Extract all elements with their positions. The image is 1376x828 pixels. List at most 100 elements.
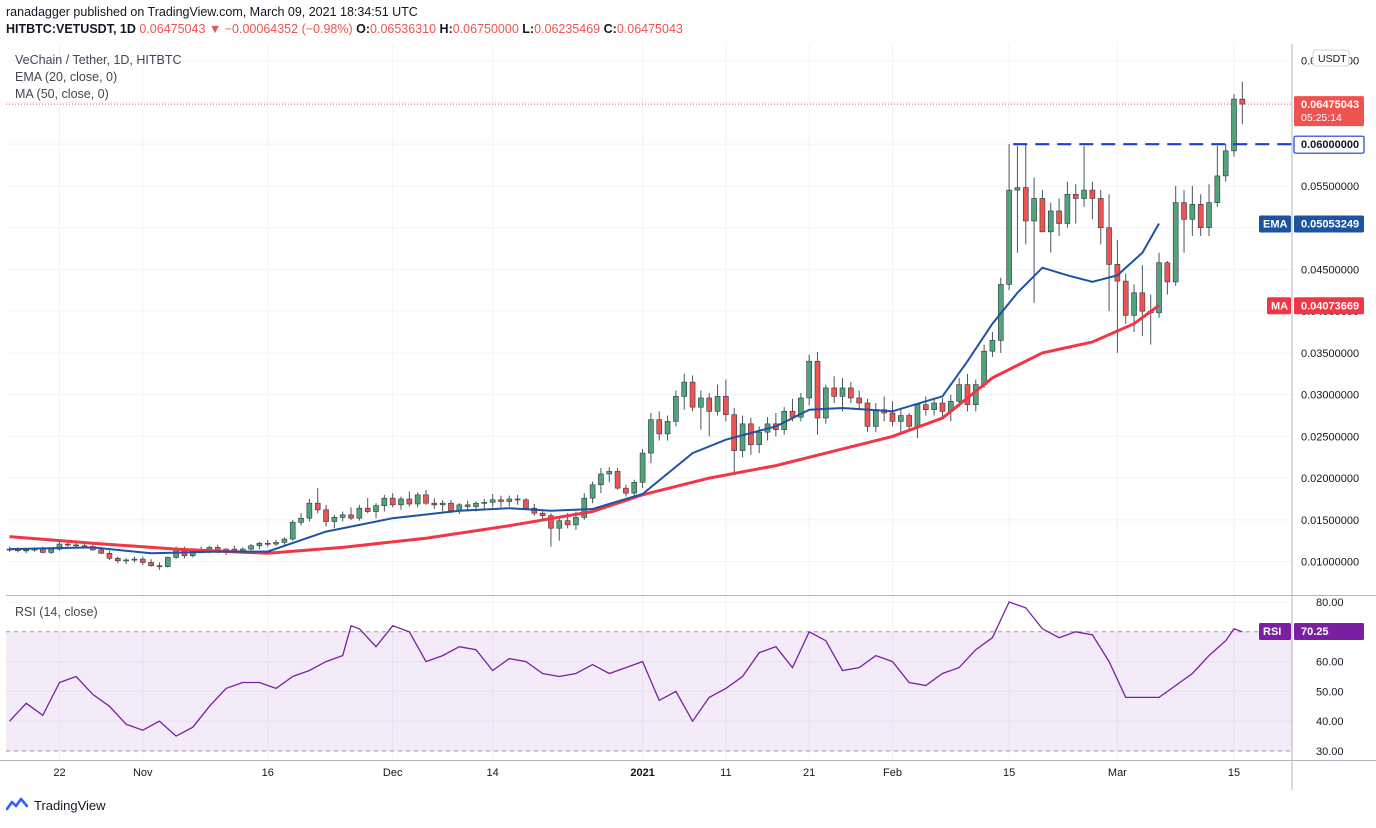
candle-body [1047, 210, 1054, 233]
candle-body [1239, 98, 1246, 105]
candle-body [1222, 150, 1229, 177]
tradingview-logo[interactable]: TradingView [6, 796, 106, 814]
time-tick-label: Dec [383, 767, 403, 779]
candle-body [1181, 202, 1187, 220]
candle-body [581, 497, 588, 518]
candle-body [273, 542, 279, 545]
price-tick-label: 0.01000000 [1301, 557, 1359, 569]
ema-tag-value: 0.05053249 [1301, 218, 1359, 230]
candle-body [506, 498, 513, 502]
candle-body [48, 548, 54, 553]
close-value: 0.06475043 [616, 22, 683, 36]
candle-body [464, 504, 471, 507]
last-price-tag-value: 0.06475043 [1301, 99, 1359, 111]
rsi-tick-label: 60.00 [1316, 657, 1344, 669]
low-label: L: [522, 22, 535, 36]
rsi-tag-name: RSI [1263, 626, 1281, 638]
candle-body [681, 381, 688, 397]
last-value: 0.06475043 [139, 22, 206, 36]
rsi-tick-label: 40.00 [1316, 716, 1344, 728]
candle-body [514, 498, 521, 501]
rsi-guides [6, 631, 1292, 752]
candle-body [1139, 292, 1146, 312]
candle-body [1131, 292, 1137, 316]
publisher-text: ranadagger published on TradingView.com,… [6, 5, 418, 19]
resistance-tag-value: 0.06000000 [1301, 139, 1359, 151]
price-tick-label: 0.03500000 [1301, 348, 1359, 360]
ma-tag-name: MA [1271, 300, 1288, 312]
legend-title[interactable]: VeChain / Tether, 1D, HITBTC [15, 53, 182, 67]
currency-label: USDT [1318, 53, 1347, 65]
candle-body [873, 409, 879, 427]
candle-body [706, 397, 713, 412]
time-tick-label: Feb [883, 767, 902, 779]
candle-body [856, 397, 862, 404]
candle-body [423, 494, 429, 504]
candle-body [323, 509, 329, 522]
high-value: 0.06750000 [452, 22, 519, 36]
candle-body [673, 396, 679, 422]
candle-body [648, 419, 654, 454]
candle-body [389, 497, 396, 506]
ema-tag-name: EMA [1263, 218, 1288, 230]
price-tick-label: 0.02500000 [1301, 431, 1359, 443]
candle-body [40, 548, 46, 553]
candle-body [1231, 98, 1237, 152]
candle-body [848, 387, 854, 399]
candle-body [889, 412, 896, 422]
candle-body [289, 522, 296, 540]
rsi-tick-label: 50.00 [1316, 686, 1344, 698]
candle-body [398, 498, 404, 506]
candle-body [556, 520, 563, 529]
down-arrow-icon: ▼ [208, 22, 222, 36]
candle-body [73, 544, 79, 547]
candle-body [1206, 202, 1212, 228]
candle-body [239, 548, 246, 552]
candle-body [814, 360, 821, 419]
candle-body [264, 542, 271, 545]
candle-body [339, 514, 346, 518]
candle-body [898, 415, 904, 422]
candle-body [831, 387, 837, 397]
time-tick-label: Nov [133, 767, 153, 779]
candle-body [1064, 193, 1071, 224]
candle-body [714, 396, 721, 412]
candle-body [989, 340, 996, 352]
candle-body [539, 512, 546, 516]
time-tick-label: 15 [1228, 767, 1240, 779]
rsi-tick-label: 30.00 [1316, 746, 1344, 758]
candle-body [972, 384, 979, 405]
open-label: O: [356, 22, 371, 36]
rsi-tag-bg [1294, 623, 1364, 641]
candle-body [939, 402, 946, 412]
candle-body [106, 552, 113, 559]
candle-body [698, 397, 704, 408]
rsi-tag-name-bg [1259, 623, 1291, 641]
time-tick-label: 15 [1003, 767, 1015, 779]
candle-body [256, 542, 263, 547]
legend-rsi[interactable]: RSI (14, close) [15, 605, 98, 619]
price-tick-label: 0.03000000 [1301, 390, 1359, 402]
candle-body [131, 558, 138, 561]
candle-body [1197, 203, 1204, 228]
candle-body [23, 549, 29, 552]
time-tick-label: 2021 [630, 767, 654, 779]
price-tick-label: 0.02000000 [1301, 473, 1359, 485]
legend-ema[interactable]: EMA (20, close, 0) [15, 70, 118, 84]
rsi-line [9, 601, 1243, 737]
candle-body [1106, 227, 1112, 265]
close-label: C: [603, 22, 617, 36]
candle-body [1097, 198, 1104, 228]
last-price-tag-countdown: 05:25:14 [1301, 112, 1342, 124]
legend-ma[interactable]: MA (50, close, 0) [15, 87, 109, 101]
candle-body [906, 415, 912, 427]
candle-body [623, 487, 629, 494]
candle-body [731, 414, 738, 451]
high-label: H: [439, 22, 453, 36]
candle-body [1039, 198, 1046, 233]
candles-layer [6, 81, 1246, 570]
candle-body [364, 507, 371, 512]
candle-body [156, 565, 163, 568]
candle-body [589, 484, 596, 499]
